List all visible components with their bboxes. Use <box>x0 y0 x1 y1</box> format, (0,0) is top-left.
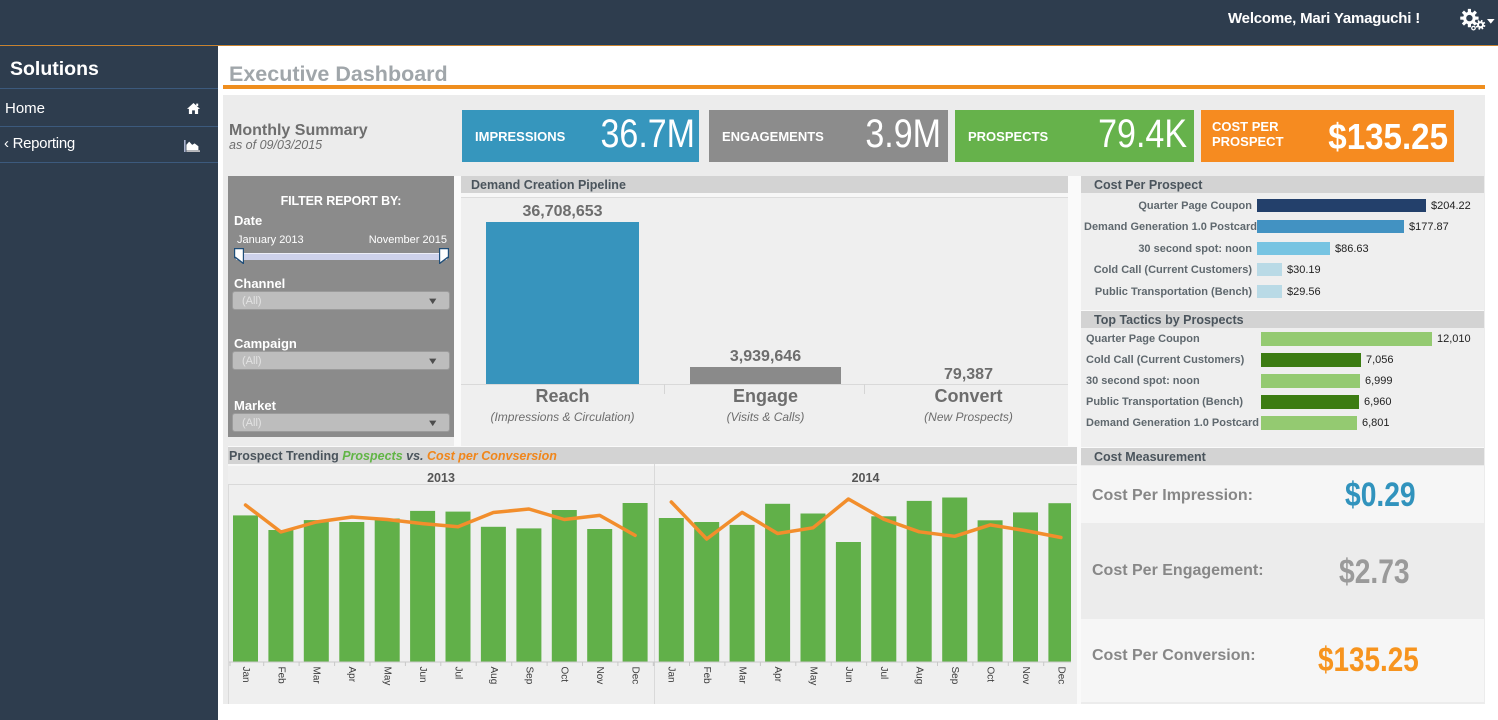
svg-text:Apr: Apr <box>772 667 783 683</box>
svg-text:Feb: Feb <box>275 667 286 685</box>
svg-text:Mar: Mar <box>311 667 322 685</box>
svg-text:Jul: Jul <box>878 667 889 680</box>
svg-text:Dec: Dec <box>629 667 640 685</box>
svg-text:Jul: Jul <box>452 667 463 680</box>
svg-text:Aug: Aug <box>488 667 499 685</box>
svg-text:Dec: Dec <box>1055 667 1066 685</box>
svg-text:Oct: Oct <box>984 667 995 683</box>
svg-text:Feb: Feb <box>701 667 712 685</box>
svg-text:Nov: Nov <box>594 667 605 685</box>
svg-text:Jan: Jan <box>666 667 677 683</box>
svg-text:Sep: Sep <box>949 667 960 685</box>
svg-text:Mar: Mar <box>736 667 747 685</box>
svg-text:Jan: Jan <box>240 667 251 683</box>
svg-text:Oct: Oct <box>559 667 570 683</box>
svg-text:May: May <box>382 667 393 686</box>
svg-text:Jun: Jun <box>417 667 428 683</box>
svg-text:Apr: Apr <box>346 667 357 683</box>
svg-text:Nov: Nov <box>1020 667 1031 685</box>
svg-text:Aug: Aug <box>914 667 925 685</box>
svg-text:Jun: Jun <box>843 667 854 683</box>
svg-text:May: May <box>807 667 818 686</box>
svg-text:Sep: Sep <box>523 667 534 685</box>
